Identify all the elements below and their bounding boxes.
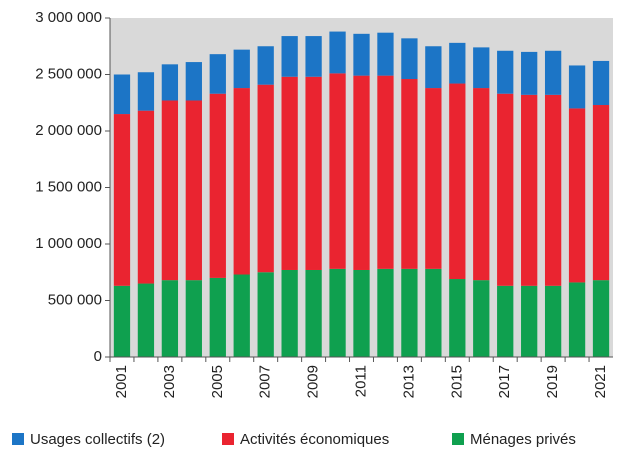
bar-segment: [592, 105, 610, 281]
bar-segment: [353, 33, 370, 76]
bar-segment: [185, 280, 202, 357]
x-tick-label: 2013: [400, 365, 417, 398]
legend-swatch: [222, 433, 234, 445]
bar-segment: [473, 88, 490, 281]
x-tick-label: 2005: [209, 365, 226, 398]
bar-segment: [521, 285, 538, 357]
bar-segment: [233, 49, 250, 89]
bar-segment: [401, 268, 418, 357]
bar-segment: [161, 280, 179, 357]
bar-segment: [449, 279, 466, 357]
bar-segment: [425, 88, 442, 269]
bar-segment: [233, 88, 250, 275]
bar-segment: [401, 38, 418, 80]
bar-segment: [449, 83, 466, 280]
bar-segment: [257, 84, 274, 273]
bar-segment: [497, 93, 514, 286]
x-tick-label: 2003: [161, 365, 178, 398]
bar-segment: [568, 108, 586, 283]
bar-segment: [521, 51, 538, 95]
bar-segment: [305, 76, 322, 270]
legend-label: Activités économiques: [240, 431, 389, 448]
bar-segment: [233, 274, 250, 357]
bar-segment: [329, 31, 346, 74]
bar-segment: [473, 280, 490, 357]
bar-segment: [209, 93, 226, 278]
y-tick-label: 1 000 000: [35, 235, 102, 252]
bar-segment: [329, 73, 346, 269]
bar-segment: [377, 268, 394, 357]
x-tick-label: 2011: [352, 365, 369, 397]
bar-segment: [497, 50, 514, 94]
bar-segment: [209, 54, 226, 94]
x-tick-label: 2001: [113, 365, 130, 398]
bar-segment: [521, 94, 538, 286]
y-tick-label: 1 500 000: [35, 178, 102, 195]
x-tick-label: 2007: [257, 365, 274, 398]
bar-segment: [281, 269, 298, 357]
bar-segment: [329, 268, 346, 357]
bar-segment: [113, 74, 131, 115]
x-tick-label: 2021: [592, 365, 609, 398]
bar-segment: [161, 64, 179, 101]
bar-segment: [544, 94, 562, 286]
x-tick-label: 2015: [448, 365, 465, 398]
y-tick-label: 500 000: [48, 291, 102, 308]
bar-segment: [113, 114, 131, 286]
x-tick-label: 2017: [496, 365, 513, 398]
bar-segment: [568, 282, 586, 357]
bar-segment: [257, 272, 274, 357]
bar-segment: [257, 46, 274, 85]
bar-segment: [185, 100, 202, 281]
bar-segment: [425, 268, 442, 357]
bar-segment: [544, 285, 562, 357]
y-tick-label: 2 500 000: [35, 65, 102, 82]
bar-segment: [473, 47, 490, 89]
y-tick-label: 0: [94, 348, 102, 365]
bar-segment: [544, 50, 562, 95]
bar-segment: [161, 100, 179, 281]
bar-segment: [497, 285, 514, 357]
bar-segment: [305, 269, 322, 357]
x-tick-label: 2019: [544, 365, 561, 398]
bar-segment: [425, 46, 442, 89]
bar-segment: [353, 269, 370, 357]
legend-label: Ménages privés: [470, 431, 576, 448]
bar-segment: [137, 283, 155, 357]
bar-segment: [113, 285, 131, 357]
bar-segment: [377, 75, 394, 269]
y-tick-label: 3 000 000: [35, 9, 102, 26]
x-tick-label: 2009: [305, 365, 322, 398]
bar-segment: [401, 79, 418, 269]
bar-segment: [568, 65, 586, 109]
y-tick-label: 2 000 000: [35, 122, 102, 139]
legend-label: Usages collectifs (2): [30, 431, 165, 448]
legend-swatch: [12, 433, 24, 445]
bar-segment: [449, 42, 466, 84]
legend-swatch: [452, 433, 464, 445]
bar-segment: [592, 60, 610, 106]
bar-segment: [305, 36, 322, 77]
bar-segment: [281, 36, 298, 77]
bar-segment: [592, 280, 610, 357]
bar-segment: [209, 277, 226, 357]
bar-segment: [377, 32, 394, 76]
bar-segment: [137, 72, 155, 111]
bar-segment: [353, 75, 370, 270]
bar-segment: [185, 62, 202, 101]
bar-segment: [137, 110, 155, 284]
bar-segment: [281, 76, 298, 270]
